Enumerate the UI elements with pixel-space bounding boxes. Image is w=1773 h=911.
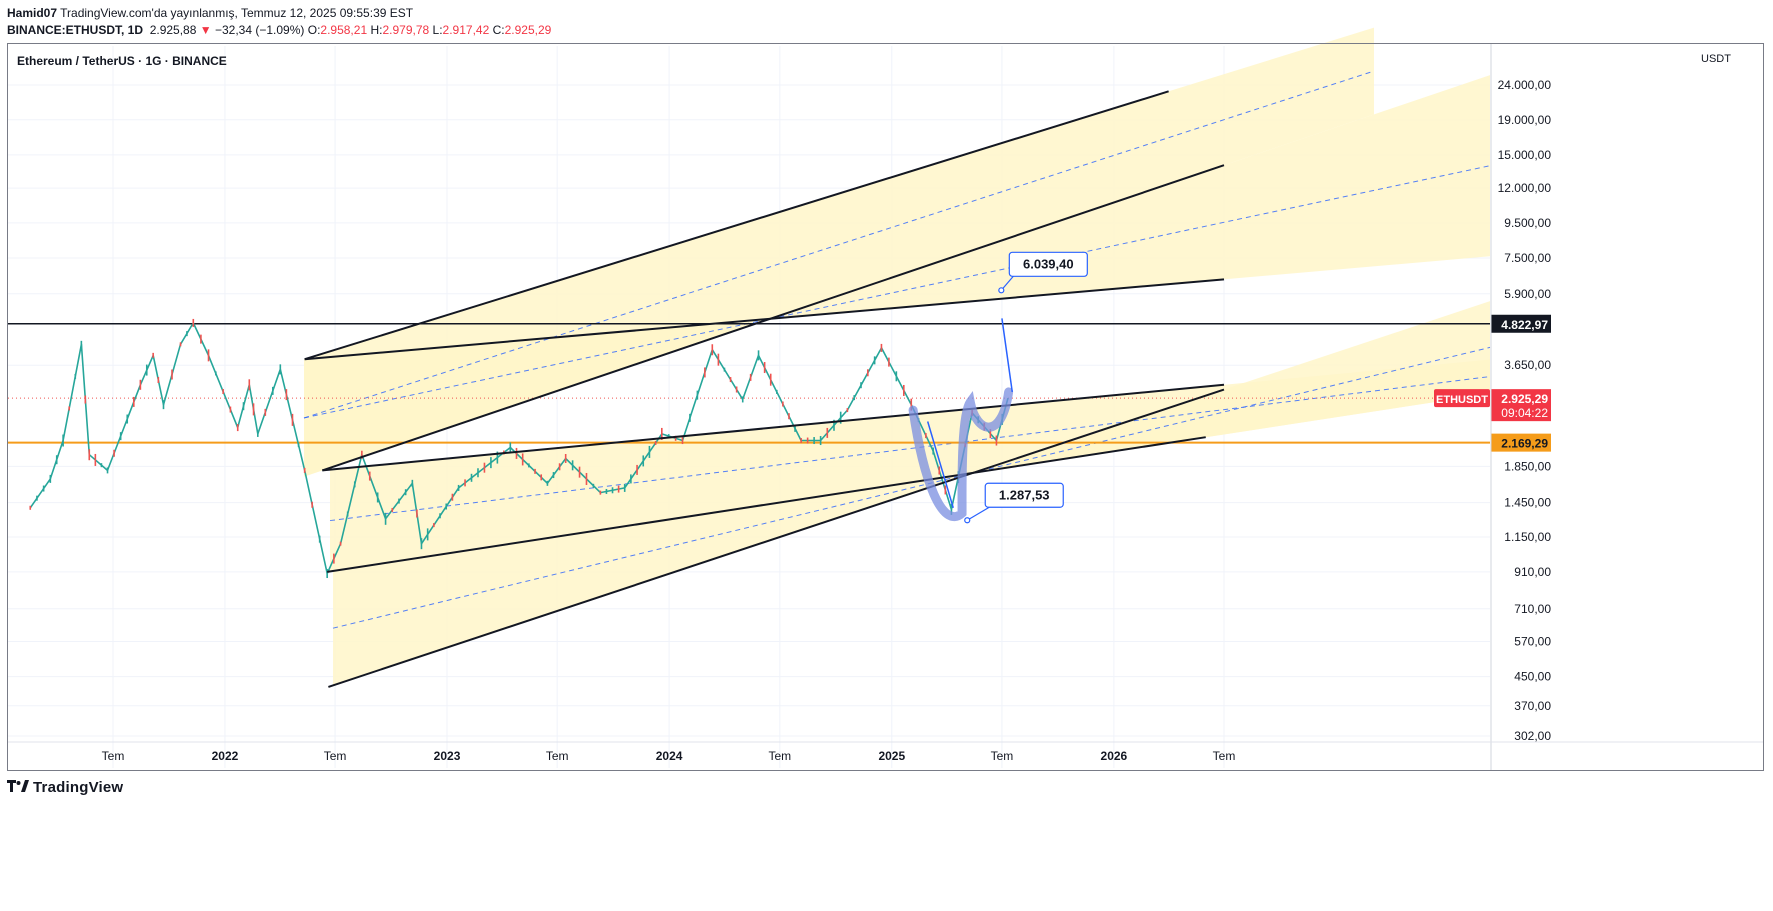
y-tick-label: 1.150,00 (1504, 530, 1551, 544)
time-axis: Tem 2022 Tem 2023 Tem 2024 Tem 2025 Tem 2026 Tem (102, 749, 1236, 763)
x-tick-label: 2023 (434, 749, 461, 763)
channel-line-bottom (328, 388, 1225, 688)
legend-title: Ethereum / TetherUS · 1G · BINANCE (17, 54, 227, 68)
y-tick-label: 9.500,00 (1504, 216, 1551, 230)
channel-line-upper (304, 278, 1225, 361)
callout-box (984, 482, 1064, 508)
channel-median-line (303, 165, 1491, 419)
y-tick-label: 24.000,00 (1498, 78, 1552, 92)
callout-label: 6.039,40 (1023, 256, 1074, 271)
y-tick-label: 710,00 (1514, 602, 1551, 616)
dashed-centre-lines (303, 70, 1491, 629)
open-value: 2.958,21 (320, 23, 368, 37)
chart-frame (7, 43, 1764, 771)
highlight-brush (908, 387, 1014, 522)
price-axis: 24.000,00 19.000,00 15.000,00 12.000,00 9.50… (1491, 78, 1551, 743)
y-tick-label: 910,00 (1514, 565, 1551, 579)
close-label: C: (492, 23, 505, 37)
channel-lines (304, 90, 1225, 688)
channel-median-line (329, 376, 1491, 522)
callout-label: 1.287,53 (999, 487, 1050, 502)
low-label: L: (432, 23, 443, 37)
x-tick-label: Tem (769, 749, 792, 763)
candles (29, 318, 1004, 579)
open-label: O: (307, 23, 321, 37)
symbol-tag-label: ETHUSDT (1436, 394, 1488, 406)
support-price-tag (1491, 433, 1551, 452)
channel-line-lower (327, 436, 1206, 573)
y-tick-label: 370,00 (1514, 699, 1551, 713)
high-label: H: (370, 23, 383, 37)
y-tick-label: 450,00 (1514, 670, 1551, 684)
x-tick-label: Tem (991, 749, 1014, 763)
current-price-tag (1491, 389, 1551, 422)
tradingview-logo-icon (7, 779, 29, 796)
ohlc-line: BINANCE:ETHUSDT, 1D 2.925,88 ▼ −32,34 (−… (7, 23, 551, 37)
x-tick-label: Tem (1213, 749, 1236, 763)
high-value: 2.979,78 (382, 23, 430, 37)
price-callout: 6.039,40 (998, 251, 1088, 294)
y-tick-label: 570,00 (1514, 634, 1551, 648)
x-tick-label: 2024 (656, 749, 683, 763)
change-value: −32,34 (−1.09%) (214, 23, 305, 37)
tradingview-brand: TradingView (33, 779, 124, 796)
price-callout: 1.287,53 (964, 482, 1064, 524)
y-tick-label: 1.450,00 (1504, 496, 1551, 510)
channel-median-line (303, 70, 1375, 419)
channel-line-top (304, 90, 1169, 361)
x-tick-label: Tem (546, 749, 569, 763)
callout-anchor (998, 287, 1005, 294)
y-tick-label: 12.000,00 (1498, 181, 1552, 195)
y-tick-label: 5.900,00 (1504, 287, 1551, 301)
x-tick-label: Tem (102, 749, 125, 763)
channel-line-middle (322, 383, 1225, 472)
change-down-icon: ▼ (199, 23, 212, 37)
publish-info: Hamid07 TradingView.com'da yayınlanmış, … (7, 6, 413, 20)
callout-box (1008, 251, 1088, 277)
channel-median-line (332, 346, 1491, 629)
author-name[interactable]: Hamid07 (7, 6, 58, 20)
x-tick-label: 2022 (212, 749, 239, 763)
support-price-tag-label: 2.169,29 (1501, 437, 1548, 451)
symbol-tag (1434, 389, 1490, 408)
countdown-label: 09:04:22 (1501, 406, 1548, 420)
x-tick-label: Tem (324, 749, 347, 763)
callout-anchor (964, 517, 971, 524)
currency-unit-label[interactable]: USDT (1701, 53, 1731, 65)
y-tick-label: 15.000,00 (1498, 148, 1552, 162)
y-tick-label: 3.650,00 (1504, 358, 1551, 372)
x-tick-label: 2026 (1101, 749, 1128, 763)
y-tick-label: 7.500,00 (1504, 251, 1551, 265)
y-tick-label: 1.850,00 (1504, 459, 1551, 473)
projection-line-up (1001, 318, 1014, 393)
tradingview-logo[interactable]: TradingView (7, 779, 123, 796)
y-tick-label: 302,00 (1514, 729, 1551, 743)
callout-pointer (966, 506, 990, 521)
resistance-price-tag-label: 4.822,97 (1501, 318, 1548, 332)
x-tick-label: 2025 (878, 749, 905, 763)
resistance-price-tag (1491, 314, 1551, 333)
current-price-label: 2.925,29 (1501, 392, 1548, 406)
last-price: 2.925,88 (149, 23, 197, 37)
publish-date: TradingView.com'da yayınlanmış, Temmuz 1… (60, 6, 414, 20)
close-value: 2.925,29 (504, 23, 552, 37)
low-value: 2.917,42 (442, 23, 490, 37)
symbol-label: BINANCE:ETHUSDT, 1D (7, 23, 144, 37)
projection-line-down (926, 421, 954, 509)
y-tick-label: 19.000,00 (1498, 113, 1552, 127)
